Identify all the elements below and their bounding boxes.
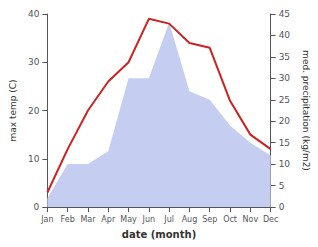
svg-text:Mar: Mar bbox=[80, 215, 96, 224]
svg-text:Feb: Feb bbox=[61, 215, 75, 224]
svg-text:Jun: Jun bbox=[142, 215, 156, 224]
svg-text:Jul: Jul bbox=[163, 215, 174, 224]
svg-text:20: 20 bbox=[279, 116, 291, 126]
svg-text:15: 15 bbox=[279, 138, 290, 148]
svg-text:30: 30 bbox=[28, 57, 40, 67]
svg-text:0: 0 bbox=[34, 202, 40, 212]
svg-text:Sep: Sep bbox=[202, 215, 217, 224]
svg-text:30: 30 bbox=[279, 73, 291, 83]
svg-text:Apr: Apr bbox=[101, 215, 116, 224]
svg-text:20: 20 bbox=[28, 106, 40, 116]
svg-text:Aug: Aug bbox=[182, 215, 198, 224]
svg-text:date (month): date (month) bbox=[122, 229, 196, 240]
svg-text:35: 35 bbox=[279, 52, 290, 62]
svg-text:Oct: Oct bbox=[223, 215, 237, 224]
svg-text:25: 25 bbox=[279, 95, 290, 105]
svg-text:max temp (C): max temp (C) bbox=[8, 79, 18, 141]
svg-text:40: 40 bbox=[279, 30, 291, 40]
svg-text:10: 10 bbox=[28, 154, 40, 164]
svg-text:0: 0 bbox=[279, 202, 285, 212]
svg-text:Dec: Dec bbox=[263, 215, 278, 224]
svg-text:10: 10 bbox=[279, 159, 291, 169]
svg-text:45: 45 bbox=[279, 9, 290, 19]
svg-text:Jan: Jan bbox=[40, 215, 53, 224]
svg-text:5: 5 bbox=[279, 181, 285, 191]
svg-text:May: May bbox=[120, 215, 137, 224]
svg-text:Nov: Nov bbox=[243, 215, 259, 224]
svg-text:med. precipitation (kg/m2): med. precipitation (kg/m2) bbox=[301, 50, 311, 171]
svg-text:40: 40 bbox=[28, 9, 40, 19]
